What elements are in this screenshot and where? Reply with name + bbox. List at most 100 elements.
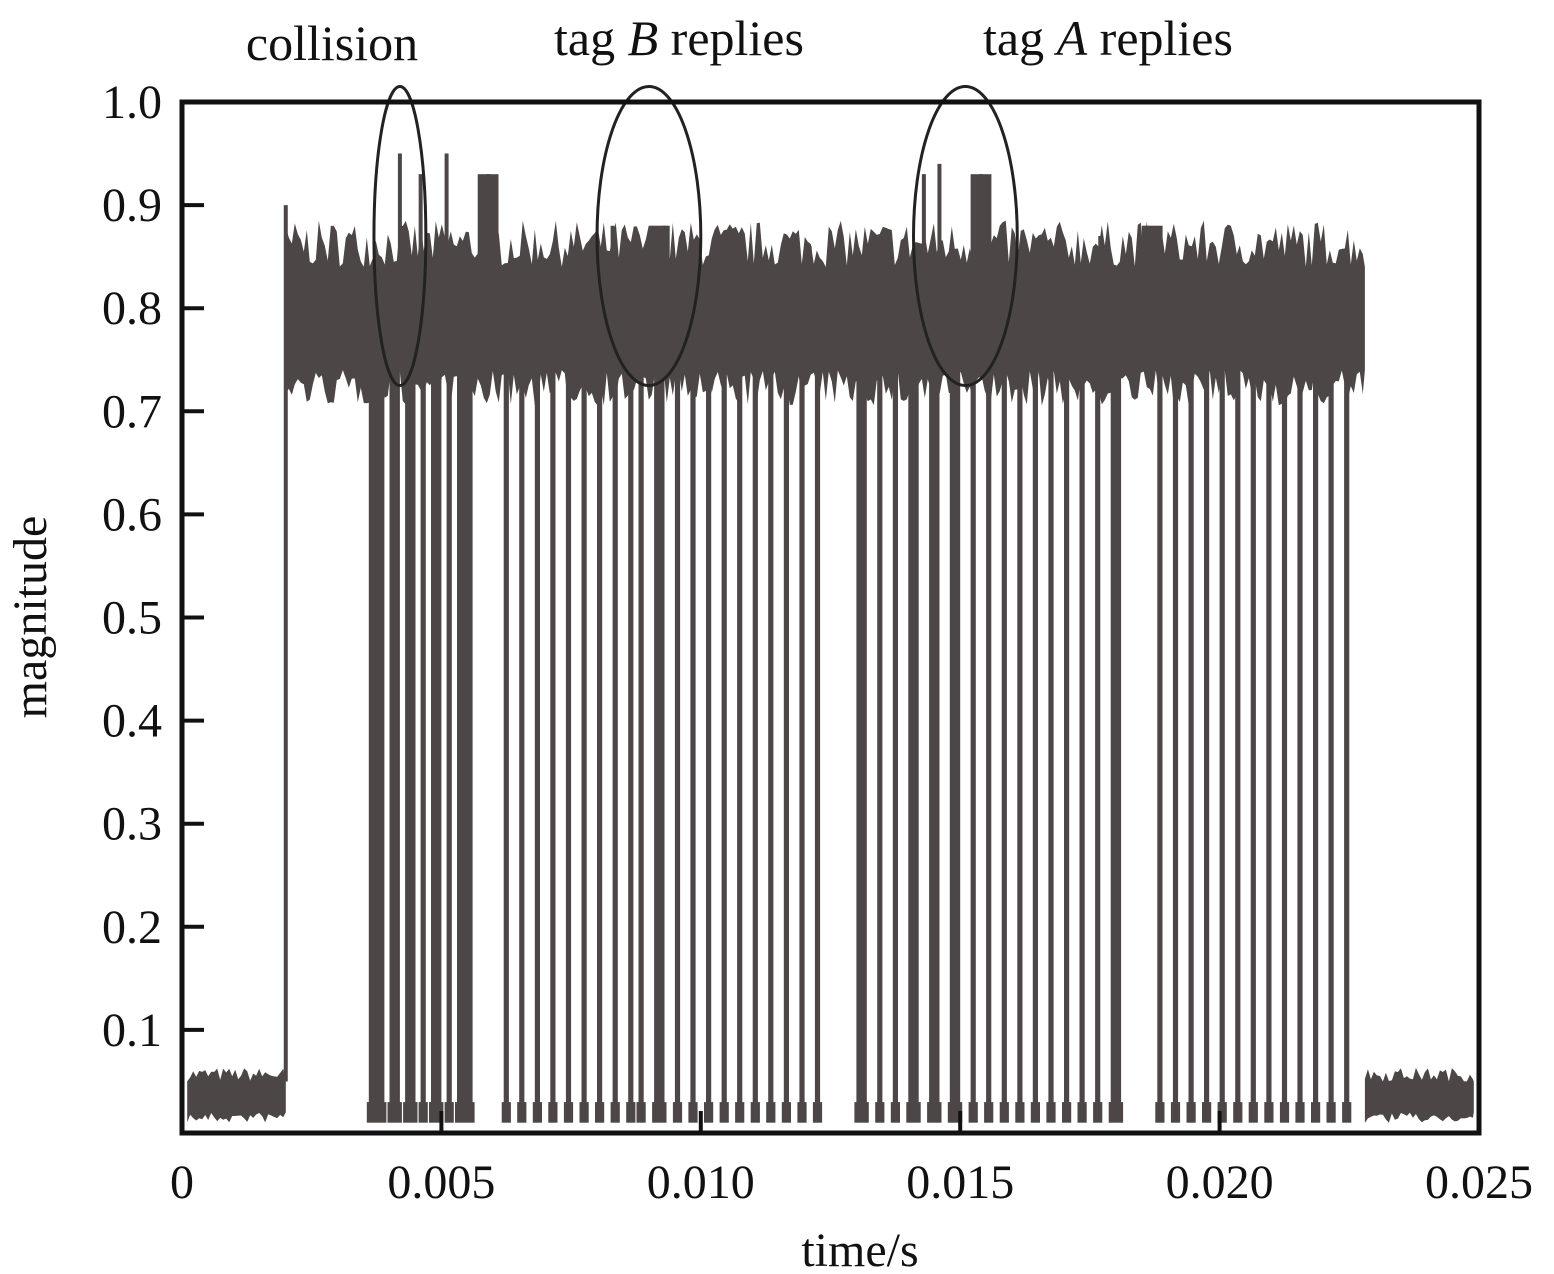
signal-burst-47 xyxy=(1204,308,1210,1113)
axis-ticks xyxy=(180,100,1481,1133)
signal-burst-foot-15 xyxy=(626,1102,636,1123)
signal-burst-foot-18 xyxy=(672,1102,683,1123)
signal-burst-27 xyxy=(814,308,821,1113)
signal-burst-0 xyxy=(368,308,385,1113)
signal-burst-foot-54 xyxy=(1311,1102,1321,1123)
signal-burst-foot-52 xyxy=(1279,1102,1290,1123)
signal-burst-21 xyxy=(721,308,727,1113)
signal-burst-24 xyxy=(768,308,774,1113)
signal-burst-42 xyxy=(1095,308,1101,1113)
signal-burst-7 xyxy=(503,308,509,1113)
signal-burst-15 xyxy=(628,308,634,1113)
y-tick-label: 0.9 xyxy=(102,179,162,232)
y-tick-label: 1.0 xyxy=(102,76,162,129)
x-axis-label: time/s xyxy=(801,1224,918,1274)
y-tick-labels: 0.1 0.2 0.3 0.4 0.5 0.6 0.7 0.8 0.9 1.0 xyxy=(102,76,162,1057)
signal-burst-12 xyxy=(581,308,587,1113)
signal-burst-41 xyxy=(1079,308,1085,1113)
signal-burst-foot-47 xyxy=(1202,1102,1212,1123)
signal-burst-25 xyxy=(783,308,789,1113)
signal-burst-foot-40 xyxy=(1062,1102,1072,1123)
signal-burst-44 xyxy=(1157,308,1163,1113)
signal-burst-33 xyxy=(949,308,961,1113)
signal-burst-38 xyxy=(1032,308,1038,1113)
signal-burst-foot-32 xyxy=(927,1102,942,1123)
annotation-ellipse-2 xyxy=(912,85,1019,388)
signal-burst-foot-31 xyxy=(906,1102,921,1123)
signal-burst-49 xyxy=(1235,308,1241,1113)
signal-burst-foot-7 xyxy=(501,1102,511,1123)
signal-burst-foot-1 xyxy=(387,1102,402,1123)
signal-burst-8 xyxy=(519,308,525,1113)
signal-burst-foot-14 xyxy=(610,1102,620,1123)
signal-burst-foot-27 xyxy=(812,1102,823,1123)
signal-burst-1 xyxy=(389,308,400,1113)
x-tick-label: 0.010 xyxy=(647,1156,755,1209)
signal-burst-50 xyxy=(1250,308,1256,1113)
signal-burst-52 xyxy=(1281,308,1288,1113)
signal-burst-46 xyxy=(1188,308,1194,1113)
signal-burst-foot-51 xyxy=(1264,1102,1274,1123)
signal-burst-foot-50 xyxy=(1248,1102,1258,1123)
signal-burst-43 xyxy=(1110,308,1122,1113)
signal-burst-55 xyxy=(1328,308,1334,1113)
signal-burst-14 xyxy=(612,308,618,1113)
annotation-ellipse-0 xyxy=(372,85,428,388)
signal-burst-foot-37 xyxy=(1015,1102,1025,1123)
signal-burst-6 xyxy=(457,308,473,1113)
annotation-tag-b-replies: tag B replies xyxy=(554,10,804,66)
y-tick-label: 0.2 xyxy=(102,901,162,954)
signal-burst-48 xyxy=(1219,308,1225,1113)
signal-burst-53 xyxy=(1297,308,1303,1113)
signal-burst-foot-49 xyxy=(1233,1102,1243,1123)
signal-burst-foot-16 xyxy=(636,1102,646,1123)
signal-burst-foot-25 xyxy=(781,1102,791,1123)
signal-burst-foot-39 xyxy=(1046,1102,1056,1123)
x-tick-label: 0.015 xyxy=(906,1156,1014,1209)
signal-burst-foot-34 xyxy=(968,1102,978,1123)
signal-segment-idle-2 xyxy=(1364,1067,1474,1123)
signal-burst-13 xyxy=(597,308,603,1113)
signal-burst-20 xyxy=(706,308,712,1113)
signal-burst-9 xyxy=(534,308,540,1113)
signal-burst-foot-10 xyxy=(548,1102,558,1123)
signal-burst-39 xyxy=(1048,308,1054,1113)
x-tick-label: 0.005 xyxy=(387,1156,495,1209)
signal-burst-18 xyxy=(674,308,681,1113)
signal-burst-foot-26 xyxy=(797,1102,807,1123)
signal-burst-10 xyxy=(550,308,556,1113)
x-tick-label: 0.020 xyxy=(1166,1156,1274,1209)
signal-burst-28 xyxy=(856,308,867,1113)
annotation-collision: collision xyxy=(246,15,418,71)
signal-burst-11 xyxy=(565,308,572,1113)
signal-burst-foot-23 xyxy=(750,1102,760,1123)
signal-burst-54 xyxy=(1313,308,1319,1113)
signal-peak-block-2 xyxy=(970,174,992,309)
signal-burst-foot-56 xyxy=(1342,1102,1352,1123)
annotation-ellipses xyxy=(372,85,1019,388)
annotation-tag-a-replies: tag A replies xyxy=(983,10,1233,66)
signal-burst-foot-38 xyxy=(1030,1102,1040,1123)
signal-burst-51 xyxy=(1266,308,1272,1113)
signal-burst-foot-9 xyxy=(532,1102,542,1123)
signal-burst-foot-44 xyxy=(1155,1102,1165,1123)
signal-burst-4 xyxy=(431,308,442,1113)
signal-burst-foot-2 xyxy=(403,1102,418,1123)
signal-burst-30 xyxy=(892,308,898,1113)
signal-burst-foot-30 xyxy=(890,1102,900,1123)
signal-burst-foot-43 xyxy=(1108,1102,1124,1123)
signal-burst-32 xyxy=(929,308,940,1113)
signal-burst-5 xyxy=(446,308,452,1113)
x-tick-labels: 0 0.005 0.010 0.015 0.020 0.025 xyxy=(170,1156,1533,1209)
signal-burst-foot-55 xyxy=(1326,1102,1336,1123)
signal-peak-block-1 xyxy=(648,225,670,309)
y-tick-label: 0.8 xyxy=(102,282,162,335)
y-tick-label: 0.3 xyxy=(102,798,162,851)
signal-burst-foot-24 xyxy=(766,1102,776,1123)
signal-burst-foot-12 xyxy=(579,1102,589,1123)
signal-burst-19 xyxy=(690,308,696,1113)
signal-burst-16 xyxy=(638,308,644,1113)
signal-burst-22 xyxy=(737,308,743,1113)
signal-burst-23 xyxy=(752,308,758,1113)
